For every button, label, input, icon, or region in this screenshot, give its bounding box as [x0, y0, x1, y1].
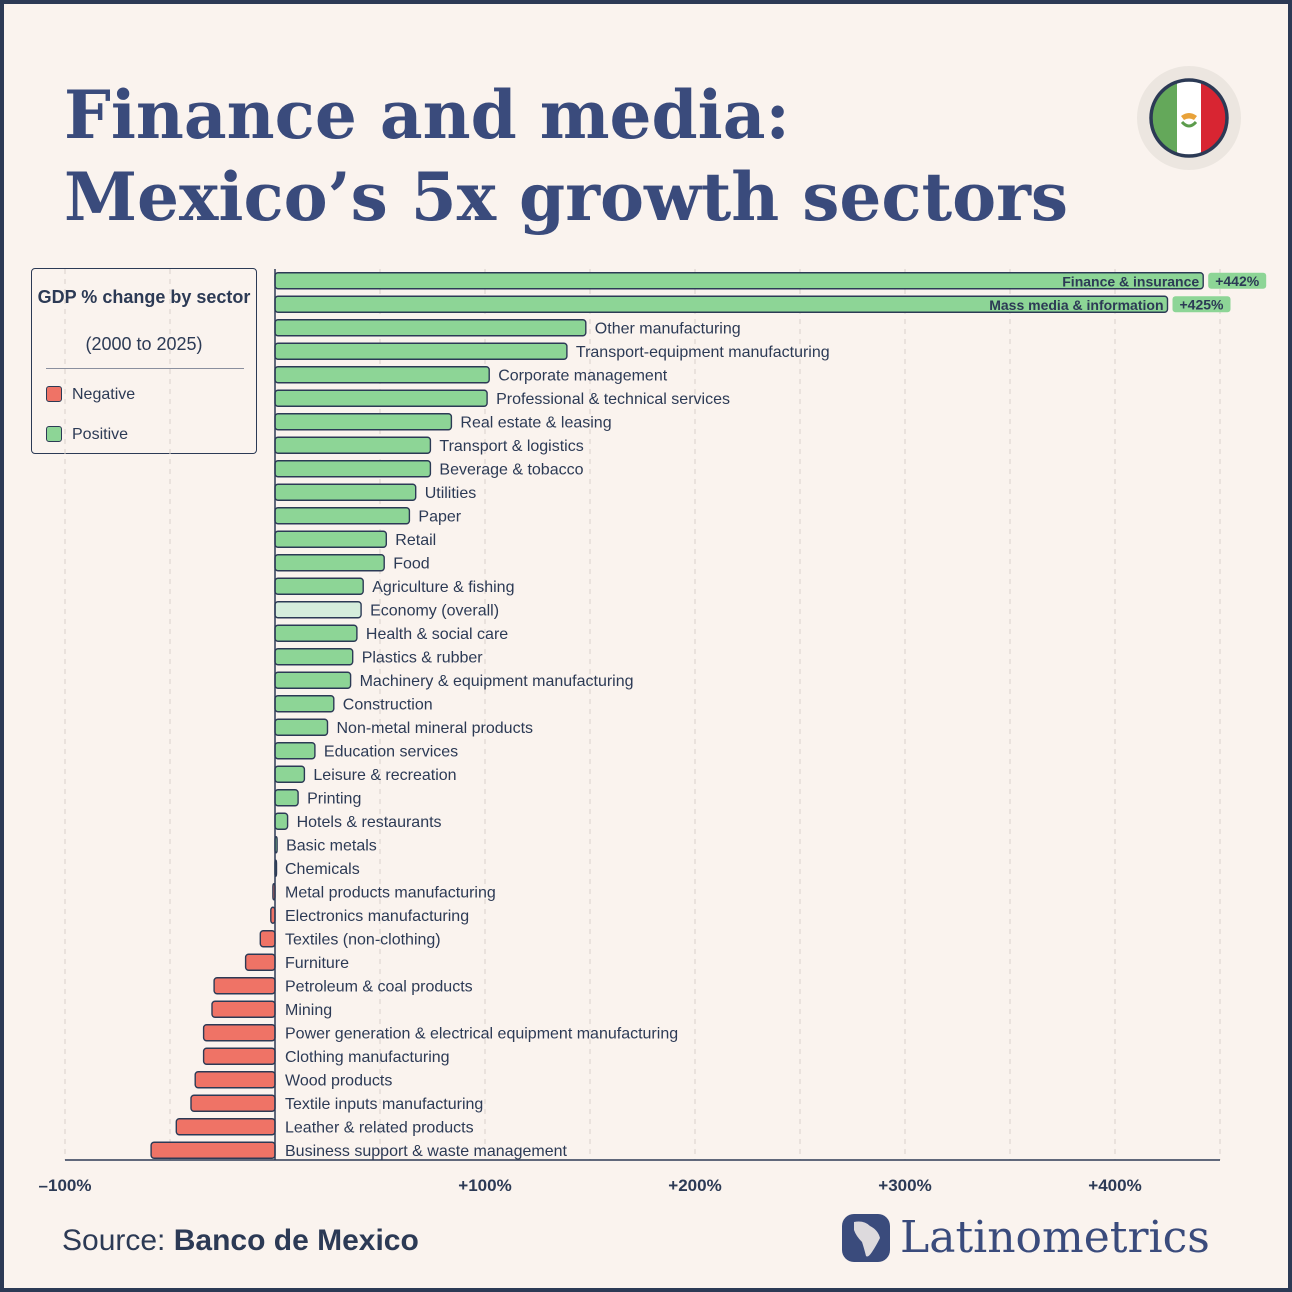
mexico-flag-svg [1149, 78, 1229, 158]
bar-health-social-care [274, 624, 358, 642]
category-label: Business support & waste management [285, 1143, 567, 1160]
category-label: Plastics & rubber [362, 649, 484, 666]
category-label: Transport-equipment manufacturing [576, 344, 830, 361]
bar-food [274, 554, 385, 572]
infographic-frame: Finance and media: Mexico’s 5x growth se… [4, 4, 1288, 1288]
source-note: Source: Banco de Mexico [62, 1224, 419, 1258]
latam-map-icon [842, 1214, 890, 1262]
source-prefix: Source: [62, 1224, 166, 1257]
value-label: +425% [1180, 296, 1225, 312]
category-label: Textile inputs manufacturing [285, 1096, 483, 1113]
legend-subtitle: (2000 to 2025) [85, 334, 203, 354]
legend-divider [46, 368, 244, 369]
value-label: +442% [1215, 273, 1260, 289]
category-label: Power generation & electrical equipment … [285, 1025, 678, 1042]
bar-education-services [274, 742, 316, 760]
category-label: Construction [343, 696, 433, 713]
bar-professional-technical-services [274, 389, 488, 407]
bar-corporate-management [274, 366, 490, 384]
bar-hotels-restaurants [274, 812, 289, 830]
bar-other-manufacturing [274, 319, 587, 337]
bar-textiles-non-clothing [259, 930, 276, 948]
value-badge [1208, 272, 1267, 289]
category-label: Paper [418, 508, 461, 525]
bar-machinery-equipment-manufacturing [274, 671, 352, 689]
bar-economy-overall [274, 601, 362, 619]
bar-utilities [274, 483, 417, 501]
bar-non-metal-mineral-products [274, 718, 329, 736]
bar-clothing-manufacturing [202, 1047, 276, 1065]
brand-name: Latinometrics [900, 1212, 1210, 1263]
category-label: Agriculture & fishing [372, 579, 514, 596]
x-tick-label: +300% [878, 1176, 931, 1195]
category-label: Professional & technical services [496, 391, 730, 408]
category-label: Mining [285, 1002, 332, 1019]
legend-label-positive: Positive [72, 426, 129, 443]
category-label: Other manufacturing [595, 320, 741, 337]
bar-real-estate-leasing [274, 413, 453, 431]
bar-retail [274, 530, 388, 548]
bar-petroleum-coal-products [213, 977, 276, 995]
x-tick-label: +200% [668, 1176, 721, 1195]
legend-box: GDP % change by sector (2000 to 2025) Ne… [31, 268, 257, 454]
category-label: Hotels & restaurants [297, 814, 442, 831]
bar-leisure-recreation [274, 765, 306, 783]
category-label: Petroleum & coal products [285, 978, 473, 995]
category-label: Real estate & leasing [460, 414, 611, 431]
category-label: Transport & logistics [439, 438, 583, 455]
category-label: Clothing manufacturing [285, 1049, 450, 1066]
category-label: Beverage & tobacco [439, 461, 583, 478]
category-label: Utilities [425, 485, 477, 502]
legend-title: GDP % change by sector [37, 287, 251, 307]
category-label: Mass media & information [989, 297, 1163, 313]
flag-wreath-icon [1180, 120, 1198, 128]
category-label: Electronics manufacturing [285, 908, 469, 925]
bar-transport-logistics [274, 436, 432, 454]
bar-power-generation-electrical-equipment-manufacturing [202, 1024, 276, 1042]
x-tick-label: +400% [1088, 1176, 1141, 1195]
category-label: Furniture [285, 955, 349, 972]
category-label: Health & social care [366, 626, 508, 643]
category-label: Metal products manufacturing [285, 884, 496, 901]
category-label: Education services [324, 743, 458, 760]
legend-swatch-negative [46, 386, 62, 402]
x-tick-label: –100% [39, 1176, 92, 1195]
legend-swatch-positive [46, 426, 62, 442]
bar-business-support-waste-management [150, 1141, 276, 1159]
bar-furniture [244, 953, 276, 971]
category-label: Wood products [285, 1072, 392, 1089]
bar-wood-products [194, 1071, 276, 1089]
flag-eagle-icon [1181, 113, 1197, 120]
value-badge [1172, 296, 1231, 313]
category-label: Food [393, 555, 429, 572]
category-label: Corporate management [498, 367, 668, 384]
category-label: Basic metals [286, 837, 377, 854]
bar-construction [274, 695, 335, 713]
legend-label-negative: Negative [72, 386, 136, 403]
bar-textile-inputs-manufacturing [190, 1094, 276, 1112]
category-label: Printing [307, 790, 361, 807]
category-label: Finance & insurance [1062, 273, 1199, 289]
bar-paper [274, 507, 411, 525]
source-name: Banco de Mexico [173, 1224, 419, 1257]
category-label: Retail [395, 532, 436, 549]
category-label: Non-metal mineral products [337, 720, 534, 737]
bar-chart: Finance & insurance +442% Mass media & inf… [39, 269, 1267, 1195]
bar-agriculture-fishing [274, 577, 364, 595]
category-label: Leather & related products [285, 1119, 474, 1136]
bar-plastics-rubber [274, 648, 354, 666]
category-label: Economy (overall) [370, 602, 499, 619]
category-label: Textiles (non-clothing) [285, 931, 441, 948]
category-label: Leisure & recreation [313, 767, 456, 784]
mexico-flag-icon [1137, 66, 1241, 170]
page-title: Finance and media: Mexico’s 5x growth se… [64, 76, 1069, 236]
bar-printing [274, 789, 299, 807]
category-label: Chemicals [285, 861, 360, 878]
bar-beverage-tobacco [274, 460, 432, 478]
bar-leather-related-products [175, 1118, 276, 1136]
bar-transport-equipment-manufacturing [274, 342, 568, 360]
bar-mining [211, 1000, 276, 1018]
x-tick-label: +100% [458, 1176, 511, 1195]
category-label: Machinery & equipment manufacturing [360, 673, 634, 690]
